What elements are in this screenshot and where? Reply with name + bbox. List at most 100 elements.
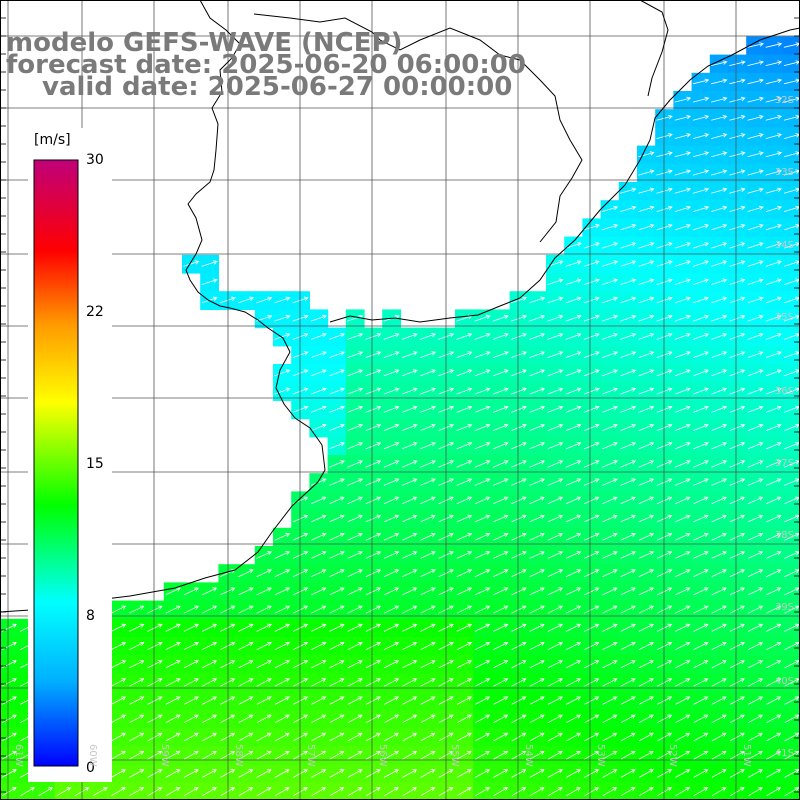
- wind-cell: [564, 764, 583, 784]
- lon-label: 51W: [741, 744, 752, 767]
- wind-arrow: [183, 787, 199, 797]
- wind-arrow: [329, 496, 345, 505]
- wind-arrow: [693, 732, 709, 742]
- wind-arrow: [784, 714, 800, 724]
- wind-cell: [345, 600, 365, 620]
- wind-cell: [491, 618, 511, 638]
- wind-arrow: [601, 223, 619, 231]
- wind-arrow: [729, 314, 746, 322]
- wind-arrow: [620, 296, 637, 304]
- wind-arrow: [456, 442, 473, 450]
- wind-arrow: [420, 751, 436, 760]
- wind-arrow: [365, 678, 381, 687]
- lon-label: 61W: [13, 744, 24, 767]
- wind-arrow: [256, 751, 272, 760]
- wind-arrow: [620, 442, 637, 450]
- wind-arrow: [747, 169, 764, 176]
- wind-arrow: [674, 314, 691, 322]
- wind-cell: [400, 746, 420, 765]
- wind-arrow: [511, 369, 527, 377]
- lon-label: 58W: [233, 744, 244, 767]
- wind-cell: [709, 600, 729, 620]
- wind-cell: [127, 637, 147, 656]
- wind-arrow: [384, 769, 400, 778]
- wind-cell: [327, 764, 347, 784]
- wind-arrow: [129, 660, 145, 669]
- lat-label: 37S: [774, 458, 794, 469]
- wind-arrow: [274, 605, 291, 614]
- wind-arrow: [274, 642, 291, 651]
- wind-arrow: [765, 260, 782, 267]
- wind-arrow: [583, 478, 600, 486]
- wind-arrow: [511, 696, 527, 705]
- wind-arrow: [383, 532, 400, 541]
- wind-cell: [455, 600, 474, 620]
- wind-cell: [673, 764, 693, 784]
- wind-arrow: [365, 351, 382, 358]
- wind-arrow: [383, 442, 400, 450]
- wind-arrow: [183, 660, 199, 669]
- wind-arrow: [311, 587, 327, 596]
- wind-cell: [564, 673, 583, 693]
- wind-arrow: [675, 623, 691, 632]
- wind-arrow: [711, 205, 728, 212]
- wind-cell: [273, 764, 292, 784]
- wind-arrow: [129, 732, 145, 742]
- wind-arrow: [183, 732, 199, 742]
- wind-cell: [600, 637, 620, 656]
- wind-arrow: [547, 714, 563, 724]
- wind-arrow: [765, 187, 783, 194]
- wind-cell: [254, 655, 274, 674]
- wind-cell: [0, 655, 19, 674]
- wind-arrow: [256, 678, 272, 687]
- wind-cell: [455, 691, 474, 711]
- wind-arrow: [202, 732, 218, 742]
- wind-arrow: [493, 660, 509, 669]
- wind-arrow: [529, 369, 546, 377]
- wind-arrow: [693, 532, 709, 541]
- wind-cell: [637, 673, 656, 693]
- wind-arrow: [311, 496, 327, 505]
- wind-arrow: [402, 732, 418, 742]
- wind-cell: [637, 764, 656, 784]
- wind-cell: [0, 728, 19, 747]
- wind-arrow: [238, 696, 254, 705]
- colorbar-unit: [m/s]: [34, 132, 71, 148]
- wind-arrow: [638, 260, 655, 267]
- wind-cell: [382, 728, 401, 747]
- wind-cell: [637, 637, 656, 656]
- wind-arrow: [748, 769, 764, 778]
- wind-arrow: [638, 569, 655, 578]
- wind-arrow: [729, 514, 746, 523]
- wind-cell: [145, 655, 165, 674]
- wind-cell: [309, 673, 329, 693]
- wind-cell: [673, 728, 693, 747]
- wind-arrow: [565, 333, 582, 340]
- wind-arrow: [347, 751, 363, 760]
- wind-arrow: [493, 642, 509, 651]
- wind-arrow: [329, 678, 345, 687]
- wind-cell: [746, 728, 765, 747]
- wind-cell: [236, 709, 256, 729]
- wind-cell: [546, 600, 565, 620]
- wind-arrow: [493, 496, 509, 505]
- wind-arrow: [311, 732, 327, 742]
- wind-cell: [455, 673, 474, 693]
- wind-arrow: [310, 351, 327, 358]
- wind-cell: [109, 746, 128, 765]
- wind-arrow: [474, 551, 491, 559]
- wind-cell: [655, 728, 674, 747]
- wind-cell: [582, 600, 602, 620]
- wind-arrow: [692, 260, 710, 267]
- wind-arrow: [238, 587, 254, 596]
- wind-arrow: [711, 623, 727, 632]
- wind-cell: [345, 637, 365, 656]
- wind-cell: [637, 709, 656, 729]
- wind-cell: [200, 691, 219, 711]
- wind-arrow: [784, 696, 800, 705]
- wind-arrow: [456, 569, 473, 578]
- wind-cell: [254, 600, 274, 620]
- wind-arrow: [620, 223, 637, 231]
- wind-arrow: [620, 460, 637, 468]
- wind-arrow: [765, 96, 783, 103]
